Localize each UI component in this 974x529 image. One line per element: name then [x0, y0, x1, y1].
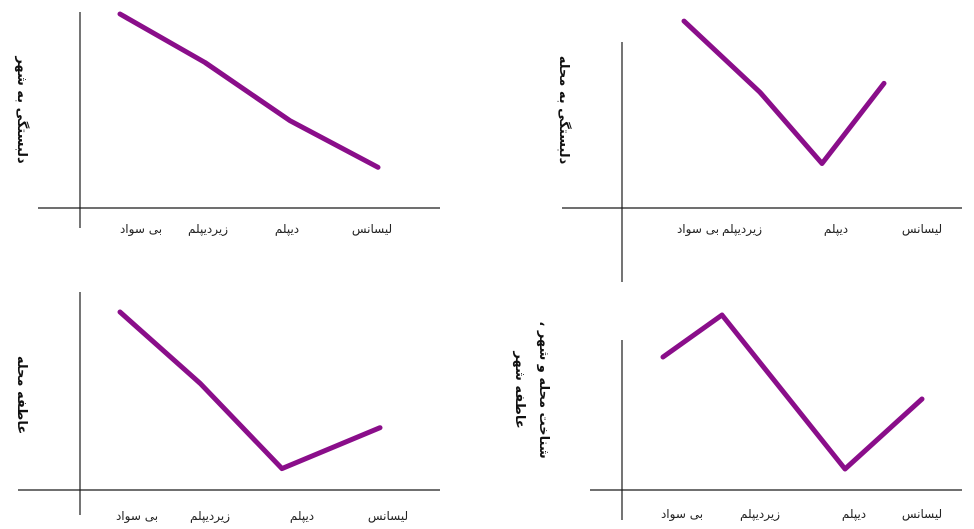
x-tick-label: زیردیپلم: [190, 509, 230, 524]
y-axis-label: شناخت محله و شهر ،عاطفه شهر: [512, 321, 551, 458]
chart-panel-1: بی سواد زیردیپلم دیپلم لیسانس دلبستگی به شهر: [14, 11, 440, 237]
chart-panel-3: بی سواد زیردیپلم دیپلم لیسانس عاطفه محله: [14, 292, 440, 524]
x-tick-label: زیردیپلم: [740, 507, 780, 522]
series-line: [117, 11, 381, 170]
x-tick-label: دیپلم: [824, 222, 848, 236]
chart-panel-2: بی سواد زیردیپلم دیپلم لیسانس دلبستگی به محل…: [556, 18, 962, 282]
x-tick-label: لیسانس: [352, 222, 392, 237]
x-tick-label: دیپلم: [290, 509, 314, 523]
y-axis-label: دلبستگی به شهر: [14, 55, 30, 164]
series-line: [681, 18, 887, 166]
x-tick-label: زیردیپلم: [722, 222, 762, 237]
x-tick-label: لیسانس: [368, 509, 408, 524]
x-tick-label: بی سواد: [120, 222, 162, 237]
x-tick-label: دیپلم: [842, 507, 866, 521]
series-line: [117, 309, 383, 472]
chart-panel-4: بی سواد زیردیپلم دیپلم لیسانس شناخت محله و ش…: [512, 312, 962, 522]
y-axis-label: عاطفه محله: [14, 356, 29, 434]
x-tick-label: بی سواد: [661, 507, 703, 522]
series-line: [660, 312, 925, 472]
x-tick-label: بی سواد: [116, 509, 158, 524]
x-tick-label: لیسانس: [902, 222, 942, 237]
y-axis-label: دلبستگی به محله: [556, 56, 572, 165]
x-tick-label: دیپلم: [275, 222, 299, 236]
x-tick-label: لیسانس: [902, 507, 942, 522]
x-tick-label: زیردیپلم: [188, 222, 228, 237]
x-tick-label: بی سواد: [677, 222, 719, 237]
